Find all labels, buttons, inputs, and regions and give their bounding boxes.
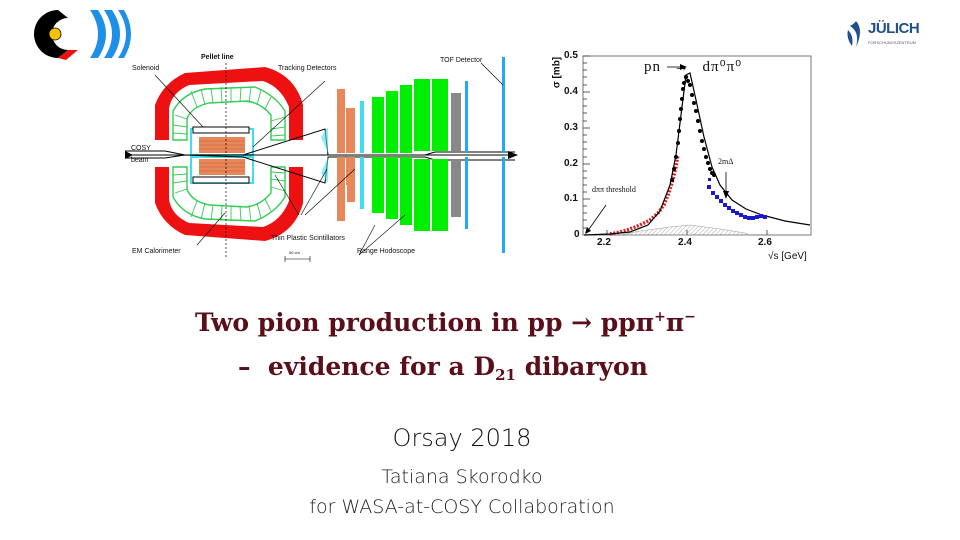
collaboration: for WASA-at-COSY Collaboration — [309, 496, 615, 518]
julich-name: JÜLICH — [868, 20, 920, 37]
y-tick-0.1: 0.1 — [564, 193, 578, 204]
y-tick-0.5: 0.5 — [564, 50, 578, 61]
label-em-calorimeter: EM Calorimeter — [132, 248, 181, 255]
title-dibaryon: dibaryon — [516, 352, 648, 381]
label-thin-plastic-scintillators: Thin Plastic Scintillators — [271, 235, 345, 242]
x-tick-2.6: 2.6 — [758, 237, 772, 248]
cross-section-chart: σ [mb] 0.5 0.4 0.3 0.2 0.1 0 2.2 2.4 2.6… — [540, 45, 820, 270]
title-dash: – — [238, 352, 251, 381]
title-subscript: 21 — [495, 366, 516, 384]
y-tick-0.3: 0.3 — [564, 122, 578, 133]
venue: Orsay 2018 — [392, 424, 532, 452]
author-name: Tatiana Skorodko — [381, 466, 543, 488]
title-pi-minus: π — [665, 308, 685, 337]
title-text: Two pion production in pp — [195, 308, 572, 337]
label-cosy: COSY — [131, 145, 151, 152]
wasa-detector-schematic: Pellet line Solenoid Tracking Detectors … — [125, 45, 525, 270]
y-tick-0: 0 — [574, 229, 580, 240]
julich-logo: JÜLICH FORSCHUNGSZENTRUM — [846, 18, 926, 54]
label-tracking-detectors: Tracking Detectors — [278, 65, 337, 72]
slide-title-line2: – evidence for a D21 dibaryon — [238, 352, 960, 384]
y-tick-0.2: 0.2 — [564, 158, 578, 169]
title-pp: pp — [592, 308, 636, 337]
label-beam: beam — [131, 157, 149, 164]
julich-sub: FORSCHUNGSZENTRUM — [868, 40, 916, 45]
y-axis-label: σ [mb] — [551, 56, 563, 89]
annotation-2m-delta: 2mΔ — [718, 157, 734, 166]
julich-swoosh-icon — [847, 21, 860, 47]
title-plus: + — [654, 309, 666, 325]
arrow-icon: → — [571, 308, 593, 337]
annotation-threshold: dππ threshold — [592, 185, 636, 194]
label-pellet-line: Pellet line — [201, 54, 234, 61]
title-pi-plus: π — [635, 308, 655, 337]
y-tick-0.4: 0.4 — [564, 86, 578, 97]
x-axis-label: √s [GeV] — [768, 251, 807, 262]
label-range-hodoscope: Range Hodoscope — [357, 248, 415, 255]
label-scale: 50 cm — [289, 250, 300, 255]
chart-title: pn → dπ⁰π⁰ — [644, 59, 743, 75]
x-tick-2.4: 2.4 — [678, 237, 692, 248]
label-tof-detector: TOF Detector — [440, 57, 483, 64]
title-minus: − — [684, 309, 696, 325]
x-tick-2.2: 2.2 — [597, 237, 611, 248]
slide-title-line1: Two pion production in pp → ppπ+π− — [195, 308, 960, 337]
title-evidence: evidence for a D — [250, 352, 496, 381]
cosy-logo — [18, 4, 136, 64]
label-solenoid: Solenoid — [132, 65, 160, 72]
